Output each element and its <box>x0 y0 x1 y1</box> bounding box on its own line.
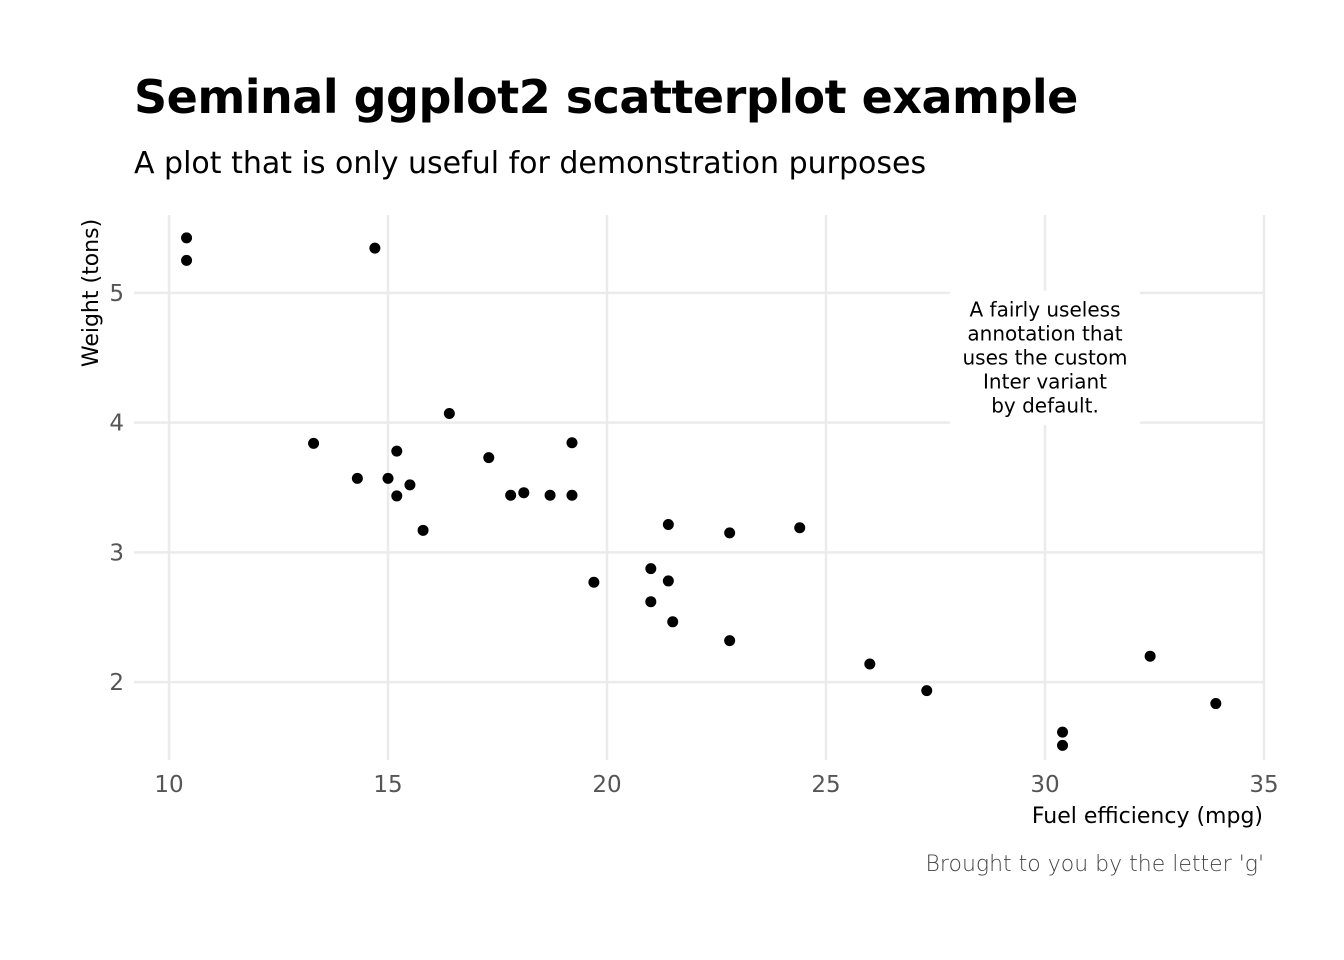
x-tick-label: 10 <box>154 772 183 798</box>
chart-title: Seminal ggplot2 scatterplot example <box>134 70 1078 124</box>
x-tick-label: 30 <box>1030 772 1059 798</box>
y-axis-label: Weight (tons) <box>79 219 104 367</box>
annotation-line: Inter variant <box>983 370 1107 394</box>
data-point <box>864 658 876 670</box>
data-point <box>505 489 517 501</box>
data-point <box>404 479 416 491</box>
data-point <box>921 685 933 697</box>
x-tick-labels: 10 15 20 25 30 35 <box>154 772 1278 798</box>
data-point <box>645 563 657 575</box>
x-axis-label: Fuel efficiency (mpg) <box>1032 804 1263 829</box>
x-tick-label: 25 <box>811 772 840 798</box>
data-point <box>1057 739 1069 751</box>
annotation-box <box>950 290 1141 425</box>
data-point <box>724 635 736 647</box>
data-point <box>662 575 674 587</box>
data-point <box>483 452 495 464</box>
y-tick-label: 2 <box>109 670 124 696</box>
annotation-line: uses the custom <box>963 346 1128 370</box>
data-point <box>724 527 736 539</box>
data-point <box>566 489 578 501</box>
data-point <box>351 472 363 484</box>
data-point <box>1210 698 1222 710</box>
data-point <box>667 616 679 628</box>
chart-subtitle: A plot that is only useful for demonstra… <box>134 146 927 181</box>
data-point <box>417 524 429 536</box>
annotation-line: by default. <box>991 394 1099 418</box>
data-point <box>645 596 657 608</box>
data-point <box>518 487 530 499</box>
y-tick-label: 3 <box>109 540 124 566</box>
x-tick-label: 35 <box>1249 772 1278 798</box>
data-point <box>391 445 403 457</box>
y-tick-label: 5 <box>109 281 124 307</box>
data-point <box>1057 726 1069 738</box>
x-tick-label: 15 <box>373 772 402 798</box>
annotation-line: annotation that <box>967 322 1122 346</box>
data-point <box>566 437 578 449</box>
data-point <box>1144 650 1156 662</box>
data-point <box>391 490 403 502</box>
annotation-line: A fairly useless <box>970 298 1121 322</box>
data-point <box>544 489 556 501</box>
data-point <box>794 522 806 534</box>
x-tick-label: 20 <box>592 772 621 798</box>
data-point <box>382 472 394 484</box>
y-tick-label: 4 <box>109 411 124 437</box>
data-point <box>369 242 381 254</box>
data-point <box>181 254 193 266</box>
data-point <box>308 437 320 449</box>
data-point <box>181 232 193 244</box>
data-points <box>181 232 1222 751</box>
chart-caption: Brought to you by the letter 'g' <box>925 852 1264 877</box>
y-tick-labels: 2 3 4 5 <box>109 281 124 696</box>
data-point <box>443 408 455 420</box>
data-point <box>662 518 674 530</box>
data-point <box>588 576 600 588</box>
